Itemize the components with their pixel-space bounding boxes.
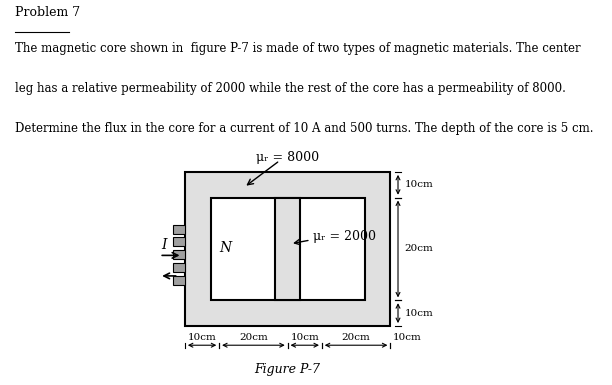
Bar <box>173 238 185 246</box>
Text: leg has a relative permeability of 2000 while the rest of the core has a permeab: leg has a relative permeability of 2000 … <box>15 82 566 95</box>
Text: Figure P-7: Figure P-7 <box>255 363 321 376</box>
Text: μᵣ = 8000: μᵣ = 8000 <box>256 151 319 164</box>
Text: 10cm: 10cm <box>393 333 422 342</box>
Text: 20cm: 20cm <box>341 333 370 342</box>
Text: 20cm: 20cm <box>405 244 433 253</box>
Text: Determine the flux in the core for a current of 10 A and 500 turns. The depth of: Determine the flux in the core for a cur… <box>15 122 594 135</box>
Bar <box>173 250 185 259</box>
Text: The magnetic core shown in  figure P-7 is made of two types of magnetic material: The magnetic core shown in figure P-7 is… <box>15 42 581 55</box>
Text: 20cm: 20cm <box>239 333 268 342</box>
Text: μᵣ = 2000: μᵣ = 2000 <box>313 229 376 243</box>
Text: N: N <box>220 241 232 255</box>
Bar <box>275 198 300 300</box>
Text: 10cm: 10cm <box>405 309 433 318</box>
Text: I: I <box>162 238 167 252</box>
Bar <box>173 276 185 285</box>
Bar <box>173 224 185 234</box>
Bar <box>185 172 390 326</box>
Text: 10cm: 10cm <box>290 333 319 342</box>
Bar <box>173 263 185 272</box>
Text: Problem 7: Problem 7 <box>15 6 80 19</box>
Text: 10cm: 10cm <box>405 180 433 189</box>
Bar <box>211 198 365 300</box>
Text: 10cm: 10cm <box>188 333 217 342</box>
